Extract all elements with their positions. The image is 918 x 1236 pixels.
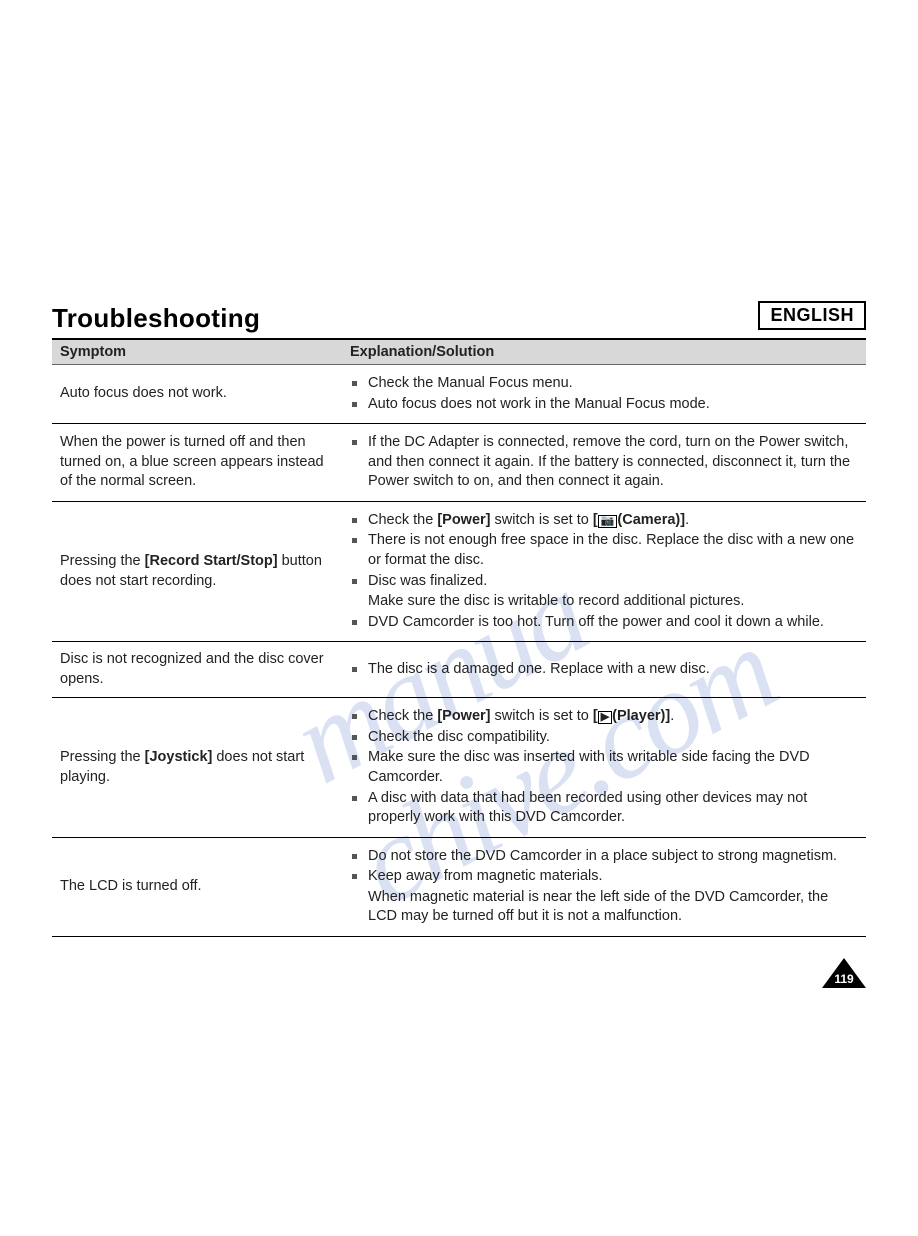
table-row: When the power is turned off and then tu…: [52, 424, 866, 502]
text-fragment: (Camera)]: [617, 512, 685, 528]
solution-list: Check the [Power] switch is set to [📷(Ca…: [350, 511, 858, 632]
solution-cell: Do not store the DVD Camcorder in a plac…: [342, 837, 866, 936]
text-fragment: There is not enough free space in the di…: [368, 532, 854, 568]
text-fragment: Check the: [368, 708, 437, 724]
solution-cell: If the DC Adapter is connected, remove t…: [342, 424, 866, 502]
page-number: 119: [822, 972, 866, 986]
text-fragment: (Player)]: [612, 708, 670, 724]
camera-icon: 📷: [598, 515, 618, 528]
table-row: Pressing the [Record Start/Stop] button …: [52, 501, 866, 641]
page-content: ENGLISH Troubleshooting Symptom Explanat…: [52, 303, 866, 937]
symptom-cell: Pressing the [Joystick] does not start p…: [52, 698, 342, 837]
solution-item: The disc is a damaged one. Replace with …: [368, 660, 858, 680]
solution-list: Check the Manual Focus menu. Auto focus d…: [350, 374, 858, 414]
solution-item: Auto focus does not work in the Manual F…: [368, 395, 858, 415]
solution-item: Make sure the disc was inserted with its…: [368, 748, 858, 787]
text-fragment: Check the Manual Focus menu.: [368, 375, 573, 391]
table-row: The LCD is turned off. Do not store the D…: [52, 837, 866, 936]
text-fragment: Make sure the disc is writable to record…: [368, 593, 744, 609]
symptom-cell: Pressing the [Record Start/Stop] button …: [52, 501, 342, 641]
solution-item: Check the [Power] switch is set to [▶(Pl…: [368, 707, 858, 727]
solution-item: DVD Camcorder is too hot. Turn off the p…: [368, 613, 858, 633]
text-fragment: Keep away from magnetic materials.: [368, 868, 603, 884]
text-fragment: .: [670, 708, 674, 724]
text-fragment: Check the: [368, 512, 437, 528]
text-fragment: Do not store the DVD Camcorder in a plac…: [368, 848, 837, 864]
solution-item: If the DC Adapter is connected, remove t…: [368, 433, 858, 492]
language-badge: ENGLISH: [758, 301, 866, 330]
solution-item: Do not store the DVD Camcorder in a plac…: [368, 847, 858, 867]
text-fragment: Disc was finalized.: [368, 573, 487, 589]
text-fragment: Check the disc compatibility.: [368, 729, 550, 745]
symptom-cell: The LCD is turned off.: [52, 837, 342, 936]
text-fragment: The disc is a damaged one. Replace with …: [368, 661, 710, 677]
solution-item: Keep away from magnetic materials.: [368, 867, 858, 887]
col-header-symptom: Symptom: [52, 340, 342, 365]
text-fragment: [Power]: [437, 512, 490, 528]
solution-item: There is not enough free space in the di…: [368, 531, 858, 570]
text-fragment: Auto focus does not work.: [60, 385, 227, 401]
text-fragment: The LCD is turned off.: [60, 878, 202, 894]
solution-list: Check the [Power] switch is set to [▶(Pl…: [350, 707, 858, 827]
text-fragment: Disc is not recognized and the disc cove…: [60, 651, 324, 687]
solution-item: Disc was finalized.: [368, 572, 858, 592]
solution-list: The disc is a damaged one. Replace with …: [350, 660, 858, 680]
solution-item: Check the [Power] switch is set to [📷(Ca…: [368, 511, 858, 531]
text-fragment: A disc with data that had been recorded …: [368, 790, 807, 826]
page-title: Troubleshooting: [52, 303, 866, 334]
symptom-cell: Auto focus does not work.: [52, 365, 342, 424]
text-fragment: [Joystick]: [145, 749, 213, 765]
troubleshooting-table: Symptom Explanation/Solution Auto focus …: [52, 340, 866, 937]
text-fragment: [Record Start/Stop]: [145, 553, 278, 569]
col-header-explanation: Explanation/Solution: [342, 340, 866, 365]
table-row: Pressing the [Joystick] does not start p…: [52, 698, 866, 837]
solution-cell: Check the Manual Focus menu. Auto focus d…: [342, 365, 866, 424]
solution-list: If the DC Adapter is connected, remove t…: [350, 433, 858, 492]
table-row: Disc is not recognized and the disc cove…: [52, 642, 866, 698]
symptom-cell: Disc is not recognized and the disc cove…: [52, 642, 342, 698]
text-fragment: Auto focus does not work in the Manual F…: [368, 396, 710, 412]
text-fragment: Pressing the: [60, 553, 145, 569]
solution-cell: Check the [Power] switch is set to [▶(Pl…: [342, 698, 866, 837]
solution-list: Do not store the DVD Camcorder in a plac…: [350, 847, 858, 927]
symptom-cell: When the power is turned off and then tu…: [52, 424, 342, 502]
solution-cell: The disc is a damaged one. Replace with …: [342, 642, 866, 698]
text-fragment: If the DC Adapter is connected, remove t…: [368, 434, 850, 489]
text-fragment: switch is set to: [491, 708, 593, 724]
solution-item: Check the Manual Focus menu.: [368, 374, 858, 394]
text-fragment: When the power is turned off and then tu…: [60, 434, 324, 489]
solution-cell: Check the [Power] switch is set to [📷(Ca…: [342, 501, 866, 641]
text-fragment: When magnetic material is near the left …: [368, 889, 828, 925]
text-fragment: DVD Camcorder is too hot. Turn off the p…: [368, 614, 824, 630]
solution-item: Make sure the disc is writable to record…: [368, 592, 858, 612]
text-fragment: switch is set to: [491, 512, 593, 528]
solution-item: When magnetic material is near the left …: [368, 888, 858, 927]
solution-item: A disc with data that had been recorded …: [368, 789, 858, 828]
table-row: Auto focus does not work. Check the Manua…: [52, 365, 866, 424]
table-header-row: Symptom Explanation/Solution: [52, 340, 866, 365]
text-fragment: [Power]: [437, 708, 490, 724]
text-fragment: Pressing the: [60, 749, 145, 765]
player-icon: ▶: [598, 711, 612, 724]
text-fragment: .: [685, 512, 689, 528]
solution-item: Check the disc compatibility.: [368, 728, 858, 748]
text-fragment: Make sure the disc was inserted with its…: [368, 749, 810, 785]
